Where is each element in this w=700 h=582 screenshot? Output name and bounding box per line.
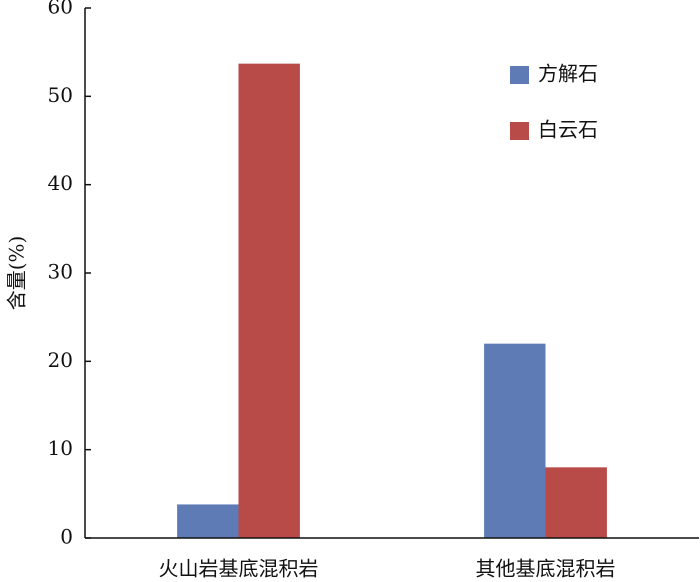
- legend-swatch: [510, 122, 529, 140]
- x-tick-label: 火山岩基底混积岩: [159, 557, 319, 581]
- y-tick-label: 30: [48, 260, 73, 284]
- x-tick-label: 其他基底混积岩: [476, 557, 616, 581]
- legend-swatch: [510, 66, 529, 84]
- y-axis-label: 含量(%): [5, 236, 29, 311]
- legend-label: 方解石: [538, 62, 598, 86]
- y-tick-label: 50: [48, 83, 73, 107]
- bar: [545, 467, 607, 538]
- y-tick-label: 20: [48, 348, 73, 372]
- bar: [484, 343, 546, 538]
- y-tick-label: 40: [48, 171, 73, 195]
- bar: [177, 504, 239, 538]
- y-tick-label: 0: [60, 525, 73, 549]
- bar: [238, 63, 300, 539]
- y-tick-label: 60: [48, 0, 73, 19]
- legend-label: 白云石: [538, 118, 598, 142]
- y-tick-label: 10: [48, 436, 73, 460]
